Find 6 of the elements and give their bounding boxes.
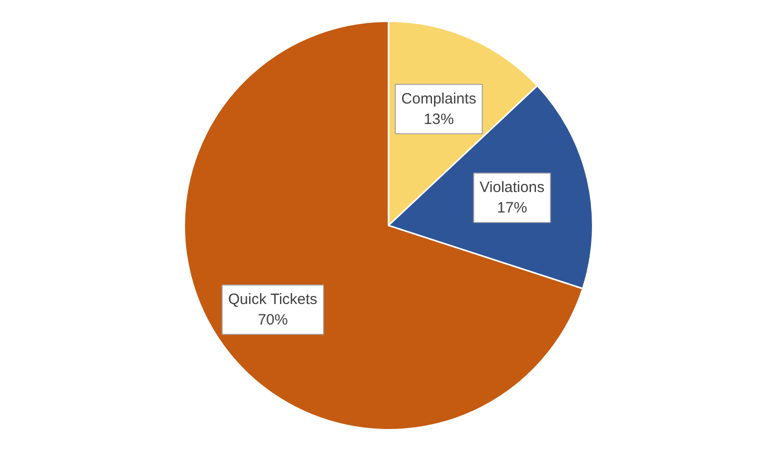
slice-label: Quick Tickets: [228, 290, 318, 308]
data-label: 13%: [424, 110, 454, 128]
slice-label: Violations: [480, 179, 544, 196]
data-label: 17%: [497, 200, 528, 217]
slice-label: Complaints: [401, 90, 476, 108]
data-label: 70%: [258, 311, 288, 328]
